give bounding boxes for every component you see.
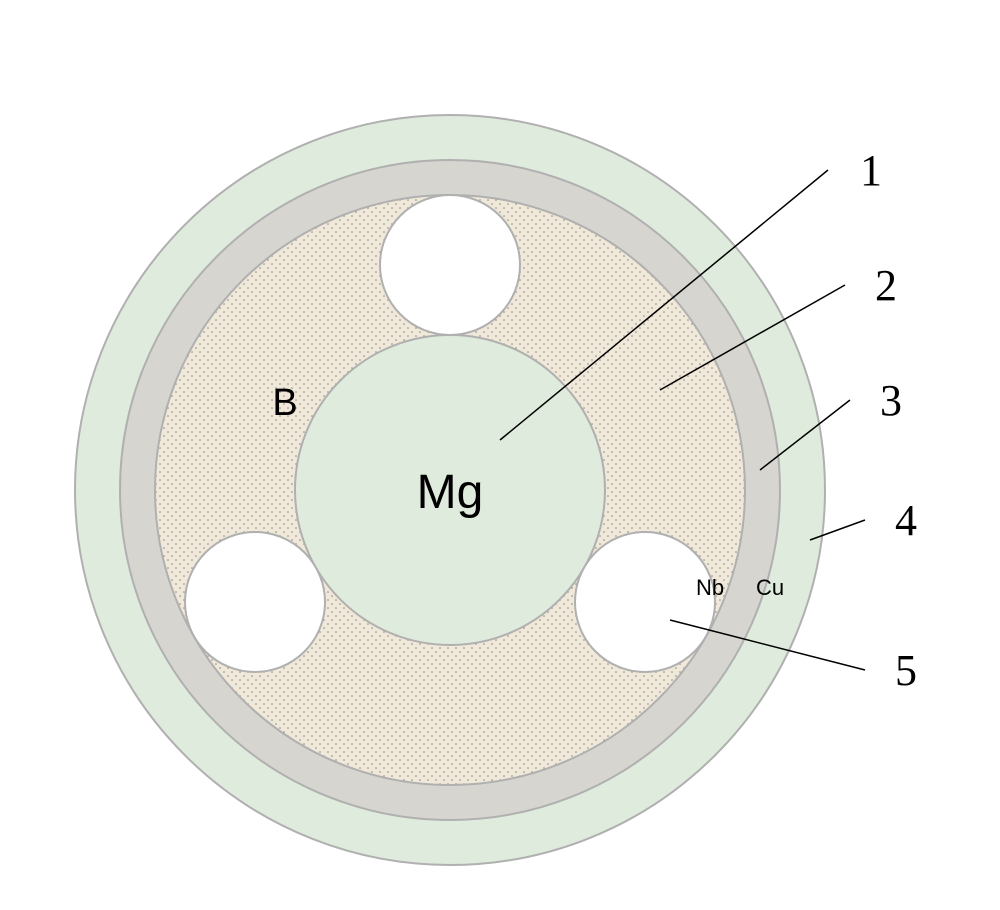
label-mg: Mg [417,466,484,519]
callout-5: 5 [895,646,917,695]
callout-2: 2 [875,261,897,310]
label-b: B [272,382,297,424]
small-circle-bottom-left [185,532,325,672]
label-nb: Nb [696,575,724,600]
callout-3: 3 [880,376,902,425]
small-circle-top [380,195,520,335]
callout-4: 4 [895,496,917,545]
small-circle-bottom-right [575,532,715,672]
callout-1: 1 [860,146,882,195]
label-cu: Cu [756,575,784,600]
diagram-svg: Mg B Nb Cu 1 2 3 4 5 [50,50,950,870]
cross-section-diagram: Mg B Nb Cu 1 2 3 4 5 [50,50,950,870]
